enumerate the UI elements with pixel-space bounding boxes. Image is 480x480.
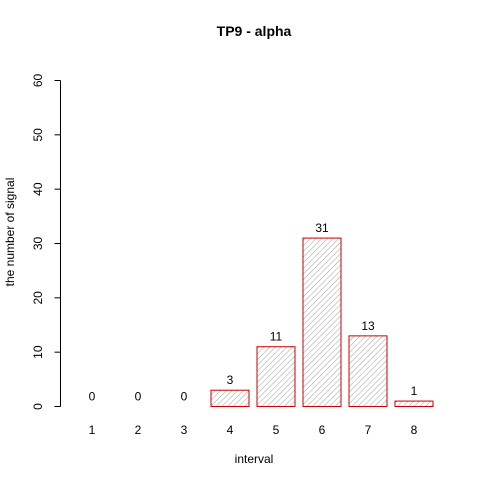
bar: [348, 335, 388, 407]
y-axis-label: the number of signal: [3, 178, 17, 287]
bar: [210, 389, 250, 408]
bar: [256, 346, 296, 408]
bar-value-label: 13: [361, 319, 375, 333]
bar-value-label: 1: [411, 384, 418, 398]
y-tick-label: 20: [31, 291, 45, 305]
x-tick-label: 6: [319, 423, 326, 437]
bar: [394, 400, 434, 408]
chart-title: TP9 - alpha: [217, 23, 292, 39]
bar: [302, 237, 342, 407]
bar-value-label: 3: [227, 373, 234, 387]
x-tick-labels: 1 2 3 4 5 6 7 8: [89, 423, 418, 437]
y-tick-label: 10: [31, 345, 45, 359]
bar-value-label: 0: [89, 390, 96, 404]
y-tick-label: 50: [31, 128, 45, 142]
x-tick-label: 5: [273, 423, 280, 437]
bar-value-label: 0: [181, 390, 188, 404]
y-axis: 0 10 20 30 40 50 60: [31, 74, 61, 410]
x-tick-label: 4: [227, 423, 234, 437]
y-tick-label: 60: [31, 74, 45, 88]
x-tick-label: 3: [181, 423, 188, 437]
bar-value-label: 11: [270, 330, 283, 344]
bar-value-label: 31: [315, 221, 329, 235]
x-tick-label: 2: [135, 423, 142, 437]
x-tick-label: 7: [365, 423, 372, 437]
y-tick-label: 0: [31, 403, 45, 410]
y-tick-label: 30: [31, 237, 45, 251]
x-tick-label: 8: [411, 423, 418, 437]
y-tick-label: 40: [31, 182, 45, 196]
x-axis-label: interval: [235, 452, 274, 466]
bar-value-label: 0: [135, 390, 142, 404]
x-tick-label: 1: [89, 423, 96, 437]
